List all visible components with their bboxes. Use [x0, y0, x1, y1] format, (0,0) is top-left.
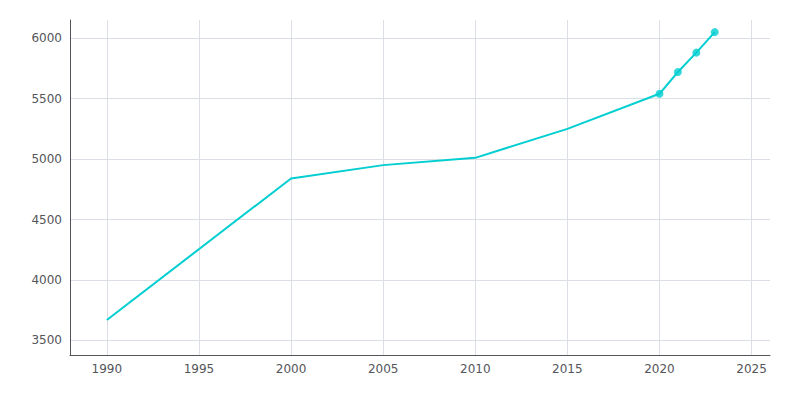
svg-text:4000: 4000	[31, 273, 62, 287]
svg-text:1995: 1995	[184, 362, 215, 376]
svg-text:2010: 2010	[460, 362, 491, 376]
svg-text:3500: 3500	[31, 333, 62, 347]
svg-text:5000: 5000	[31, 152, 62, 166]
svg-text:2025: 2025	[736, 362, 767, 376]
svg-text:2005: 2005	[368, 362, 399, 376]
svg-text:1990: 1990	[92, 362, 123, 376]
svg-text:5500: 5500	[31, 92, 62, 106]
svg-text:4500: 4500	[31, 213, 62, 227]
svg-text:2020: 2020	[644, 362, 675, 376]
svg-text:6000: 6000	[31, 31, 62, 45]
svg-text:2000: 2000	[276, 362, 307, 376]
svg-text:2015: 2015	[552, 362, 583, 376]
